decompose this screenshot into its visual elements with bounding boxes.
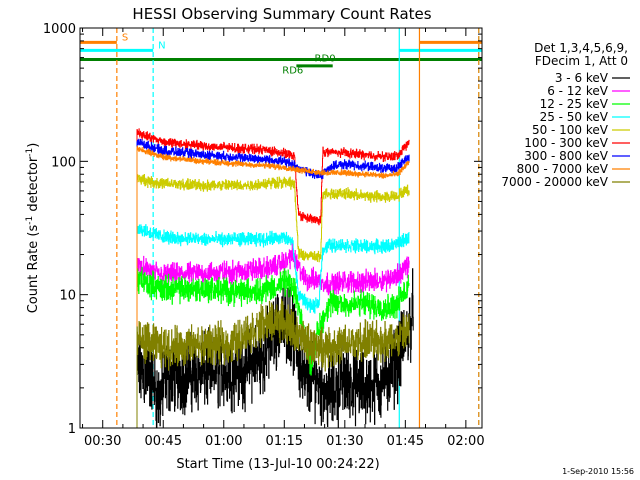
x-tick-label-01-30: 01:30 <box>326 434 363 449</box>
x-tick-label-01-00: 01:00 <box>205 434 242 449</box>
series-300-800-kev <box>136 138 410 428</box>
series-12-25-kev <box>136 266 410 428</box>
legend-label-6-12-kev: 6 - 12 keV <box>547 84 609 98</box>
plot-frame <box>79 27 483 429</box>
x-tick-label-02-00: 02:00 <box>447 434 484 449</box>
flag-label-n: N <box>158 40 165 51</box>
y-tick-label-100: 100 <box>51 155 76 170</box>
x-axis-ticks: 00:30 00:45 01:00 01:15 01:30 01:45 02:00 <box>82 28 485 449</box>
y-tick-label-1000: 1000 <box>43 22 76 37</box>
legend-label-7000-20000-kev: 7000 - 20000 keV <box>501 175 608 189</box>
legend: Det 1,3,4,5,6,9, FDecim 1, Att 0 3 - 6 k… <box>501 41 630 189</box>
legend-label-300-800-kev: 300 - 800 keV <box>524 149 608 163</box>
flag-bars: S N RD0 RD6 <box>80 32 482 76</box>
legend-header-line-1: Det 1,3,4,5,6,9, <box>534 41 628 55</box>
series-800-7000-kev <box>136 145 410 428</box>
y-tick-label-1: 1 <box>68 422 76 437</box>
legend-header-line-2: FDecim 1, Att 0 <box>535 54 628 68</box>
x-tick-label-00-45: 00:45 <box>145 434 182 449</box>
legend-label-800-7000-kev: 800 - 7000 keV <box>517 162 609 176</box>
chart-title: HESSI Observing Summary Count Rates <box>132 5 431 23</box>
flag-label-rd0: RD0 <box>315 54 336 65</box>
series-7000-20000-kev <box>136 298 410 428</box>
y-axis-label: Count Rate (s-1 detector-1) <box>25 143 41 314</box>
series-100-300-kev <box>136 128 410 428</box>
time-markers <box>116 28 480 428</box>
flag-label-rd6: RD6 <box>282 65 303 76</box>
legend-label-3-6-kev: 3 - 6 keV <box>555 71 609 85</box>
legend-label-12-25-kev: 12 - 25 keV <box>540 97 609 111</box>
y-tick-label-10: 10 <box>59 289 76 304</box>
legend-label-50-100-kev: 50 - 100 keV <box>532 123 609 137</box>
flag-label-s: S <box>122 32 128 43</box>
x-tick-label-01-45: 01:45 <box>387 434 424 449</box>
series-50-100-kev <box>136 174 410 428</box>
x-tick-label-00-30: 00:30 <box>84 434 121 449</box>
legend-label-100-300-kev: 100 - 300 keV <box>524 136 608 150</box>
series-25-50-kev <box>136 224 410 428</box>
series-lines <box>136 128 414 429</box>
timestamp: 1-Sep-2010 15:56 <box>562 467 634 476</box>
x-tick-label-01-15: 01:15 <box>266 434 303 449</box>
series-6-12-kev <box>136 242 410 428</box>
x-axis-label: Start Time (13-Jul-10 00:24:22) <box>176 457 379 472</box>
legend-label-25-50-kev: 25 - 50 keV <box>540 110 609 124</box>
y-axis-ticks: 1 10 100 1000 <box>43 22 482 437</box>
